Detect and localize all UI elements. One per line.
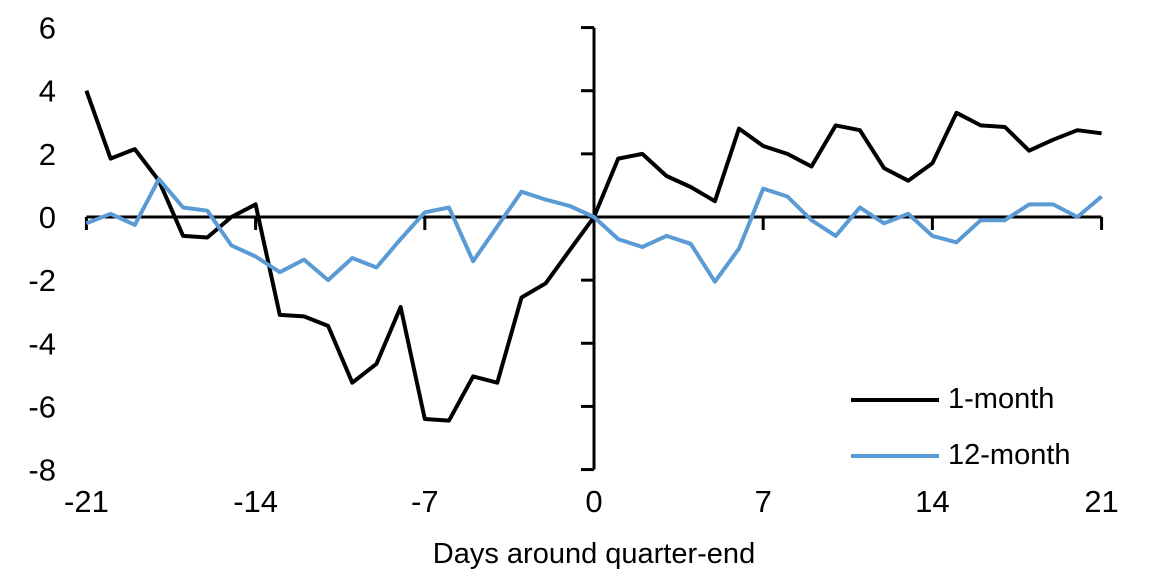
series-line-12-month bbox=[85, 177, 1103, 284]
x-tick-label: -14 bbox=[233, 484, 278, 519]
legend-row-1-month: 1-month bbox=[851, 384, 1071, 415]
y-tick-label: -6 bbox=[28, 389, 56, 424]
legend-label-12-month: 12-month bbox=[948, 439, 1071, 471]
x-tick-label: -7 bbox=[411, 484, 439, 519]
legend-line-icon-12-month bbox=[851, 453, 939, 458]
legend-label-1-month: 1-month bbox=[948, 383, 1055, 415]
x-tick-label: -21 bbox=[64, 484, 109, 519]
tick-labels-group: 6 4 2 0 -2 -4 -6 -8-21 -14 -7 0 7 14 21 bbox=[28, 11, 1118, 519]
x-tick-label: 7 bbox=[755, 484, 772, 519]
y-tick-label: 4 bbox=[39, 74, 56, 109]
y-tick-label: 0 bbox=[39, 200, 56, 235]
legend-line-icon-1-month bbox=[851, 397, 939, 402]
legend-row-12-month: 12-month bbox=[851, 440, 1071, 471]
legend: 1-month 12-month bbox=[851, 384, 1071, 496]
x-tick-label: 14 bbox=[915, 484, 949, 519]
x-axis-title: Days around quarter-end bbox=[432, 538, 756, 570]
y-tick-label: -8 bbox=[28, 453, 56, 488]
y-tick-label: -4 bbox=[28, 326, 56, 361]
y-tick-label: -2 bbox=[28, 263, 56, 298]
x-tick-label: 0 bbox=[585, 484, 602, 519]
x-tick-label: 21 bbox=[1084, 484, 1118, 519]
y-tick-label: 2 bbox=[39, 137, 56, 172]
y-tick-label: 6 bbox=[39, 11, 56, 46]
series-group bbox=[84, 90, 1103, 423]
